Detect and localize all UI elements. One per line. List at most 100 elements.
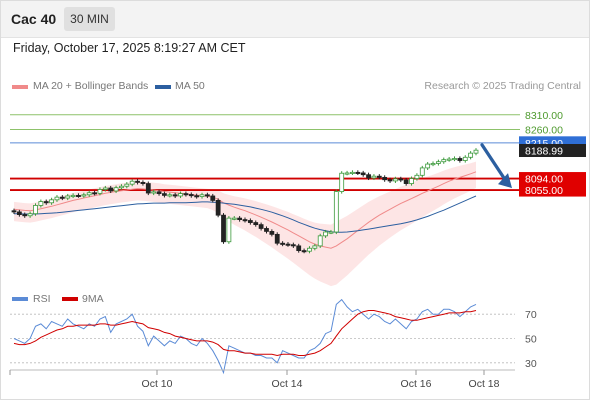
rsi-tick-label: 50 xyxy=(525,334,537,346)
candle-body xyxy=(355,171,361,174)
candle-body xyxy=(425,163,431,169)
candle-body xyxy=(59,196,65,199)
candle-body xyxy=(462,156,468,161)
candle-body xyxy=(290,244,296,247)
timeframe-button[interactable]: 30 MIN xyxy=(64,7,115,31)
candle-body xyxy=(86,192,92,196)
price-level-badge xyxy=(519,144,586,158)
forecast-arrow-shaft xyxy=(480,143,508,183)
ma50-legend-swatch xyxy=(155,85,171,89)
price-level-badge-text: 8094.00 xyxy=(525,174,563,186)
candle-body xyxy=(119,185,124,189)
candle-body xyxy=(140,181,146,184)
candle-body xyxy=(285,243,291,246)
candle-body xyxy=(419,167,425,176)
candle-body xyxy=(210,195,216,201)
candle-body xyxy=(162,193,167,196)
copyright-text: Research © 2025 Trading Central xyxy=(424,80,581,92)
candle-body xyxy=(371,175,377,179)
candle-body xyxy=(113,187,119,192)
candle-body xyxy=(403,179,409,184)
price-level-label: 8260.00 xyxy=(525,125,563,137)
candle-body xyxy=(452,158,457,161)
candle-body xyxy=(194,195,200,198)
forecast-arrow-head xyxy=(498,173,512,189)
candle-body xyxy=(33,205,38,215)
candle-body xyxy=(258,224,264,229)
candle-body xyxy=(156,191,162,195)
candle-body xyxy=(54,196,60,201)
candle-body xyxy=(22,214,28,217)
candle-body xyxy=(366,174,371,179)
candle-body xyxy=(430,163,436,166)
price-level-badge xyxy=(519,172,586,186)
candle-body xyxy=(145,183,151,194)
time-axis-label: Oct 14 xyxy=(272,378,303,390)
candle-body xyxy=(253,222,259,226)
candle-body xyxy=(151,191,157,194)
top-bar: Cac 40 30 MIN xyxy=(0,0,590,38)
candle-body xyxy=(43,201,49,204)
candle-body xyxy=(97,189,103,194)
candle-body xyxy=(376,175,382,178)
candle-body xyxy=(183,193,189,196)
candle-body xyxy=(301,250,307,253)
candle-body xyxy=(237,217,243,221)
candle-body xyxy=(473,149,479,154)
ma20-legend-swatch xyxy=(12,85,28,89)
candle-body xyxy=(226,217,232,243)
candle-body xyxy=(269,231,275,235)
rsi-ma-line xyxy=(13,310,477,357)
rsi-ma-legend-swatch xyxy=(62,297,78,301)
candle-body xyxy=(49,199,55,204)
candle-body xyxy=(215,200,221,216)
candle-body xyxy=(231,217,237,220)
candle-body xyxy=(178,193,183,197)
candle-body xyxy=(398,178,404,181)
candle-body xyxy=(409,178,414,184)
candle-body xyxy=(350,171,355,174)
ma20-legend-label: MA 20 + Bollinger Bands xyxy=(33,80,149,92)
candle-body xyxy=(344,172,350,175)
candle-body xyxy=(247,220,253,223)
candle-body xyxy=(468,152,474,158)
candle-body xyxy=(65,195,71,199)
candle-body xyxy=(81,194,87,197)
candle-body xyxy=(387,179,393,182)
rsi-tick-label: 30 xyxy=(525,358,537,370)
candle-body xyxy=(16,211,22,215)
candle-body xyxy=(296,245,302,252)
symbol-name: Cac 40 xyxy=(11,11,57,27)
candle-body xyxy=(108,187,114,192)
candle-body xyxy=(172,194,178,197)
rsi-legend-swatch xyxy=(12,297,28,301)
candle-body xyxy=(441,159,447,163)
candle-body xyxy=(382,176,388,181)
candle-body xyxy=(188,194,194,197)
candle-body xyxy=(167,194,173,197)
candle-body xyxy=(414,174,420,179)
candle-body xyxy=(393,178,398,182)
candle-body xyxy=(38,201,44,206)
price-level-badge xyxy=(519,183,586,197)
candle-body xyxy=(339,172,345,192)
candle-body xyxy=(360,172,366,176)
rsi-ma-legend-label: 9MA xyxy=(82,293,104,305)
time-axis-label: Oct 18 xyxy=(469,378,500,390)
candle-body xyxy=(242,219,248,222)
candle-body xyxy=(124,183,130,187)
candle-body xyxy=(135,180,140,183)
ma20-line xyxy=(13,171,477,249)
candle-body xyxy=(435,161,441,164)
candle-body xyxy=(76,194,81,197)
candle-body xyxy=(264,228,269,232)
candle-body xyxy=(457,158,463,161)
candle-body xyxy=(204,194,210,197)
price-level-badge-text: 8188.99 xyxy=(525,146,563,158)
price-level-label: 8310.00 xyxy=(525,110,563,122)
datetime-label: Friday, October 17, 2025 8:19:27 AM CET xyxy=(13,41,246,55)
ma50-line xyxy=(14,195,477,233)
candle-body xyxy=(92,192,97,195)
candle-body xyxy=(27,213,33,217)
candle-body xyxy=(102,187,108,190)
